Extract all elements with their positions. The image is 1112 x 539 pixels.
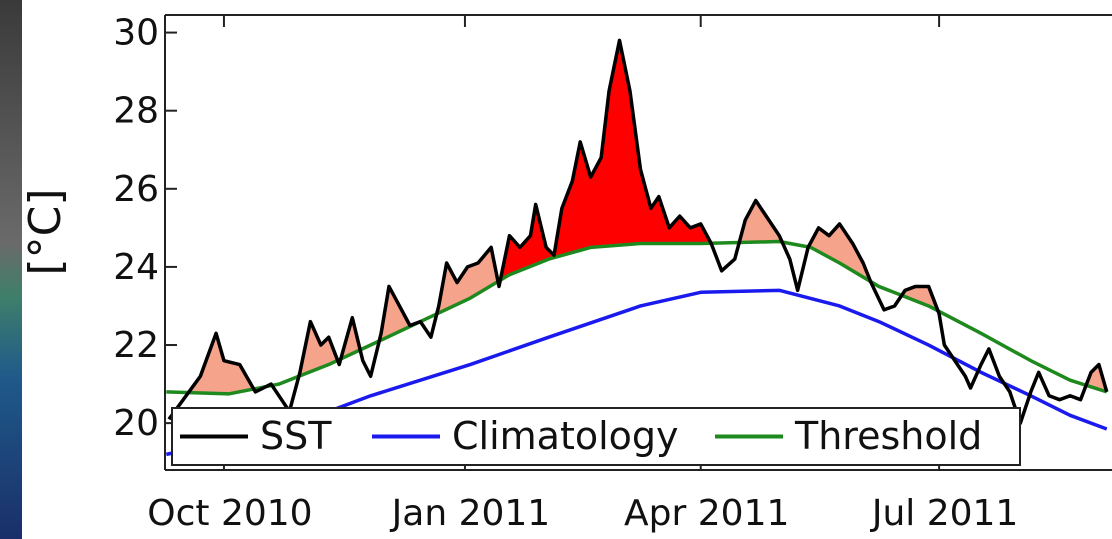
y-tick-label: 22 [113,325,159,366]
chart: [°C] 20 22 24 26 28 30 Oct 2010 Jan 2011 Apr 201… [0,0,1112,539]
y-tick-label: 24 [113,247,159,288]
legend-label: SST [260,414,332,458]
exceedance-fill [437,247,498,314]
exceedance-fill [188,333,253,393]
y-tick-label: 26 [113,169,159,210]
x-tick-label: Oct 2010 [147,493,312,534]
y-axis-label: [°C] [20,188,71,275]
legend-label: Threshold [794,414,982,458]
x-tick-label: Jan 2011 [390,493,551,534]
legend-label: Climatology [452,414,679,458]
y-tick-label: 20 [113,403,159,444]
y-tick-label: 28 [113,91,159,132]
y-tick-label: 30 [113,13,159,54]
x-tick-label: Apr 2011 [624,493,789,534]
x-tick-label: Jul 2011 [870,493,1019,534]
map-strip [0,0,22,539]
